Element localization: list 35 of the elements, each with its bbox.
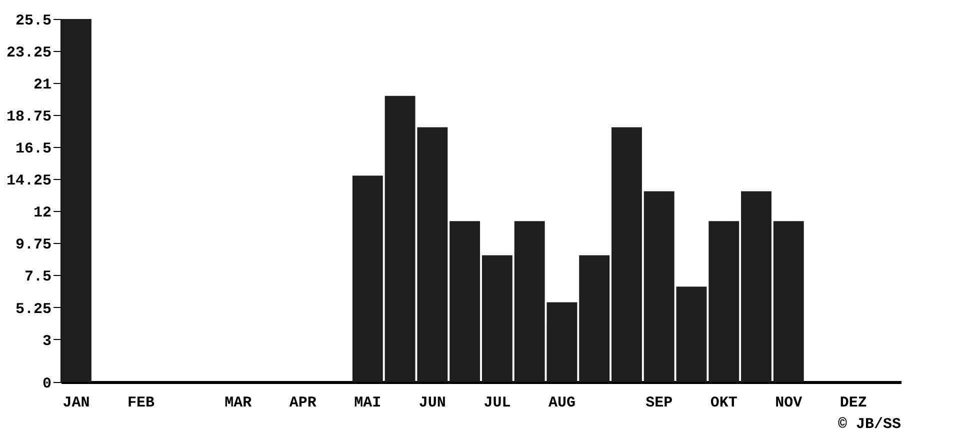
- x-tick-label: DEZ: [840, 394, 867, 412]
- x-tick-label: JUL: [484, 394, 511, 412]
- bar: [612, 127, 642, 382]
- y-tick-label: 7.5: [24, 268, 52, 286]
- bar: [773, 221, 804, 382]
- y-tick-label: 16.5: [15, 140, 52, 158]
- y-tick-label: 12: [33, 204, 52, 222]
- x-tick-label: NOV: [775, 394, 802, 412]
- x-tick-label: OKT: [710, 394, 738, 412]
- x-tick-label: MAR: [224, 394, 252, 412]
- x-tick-label: JAN: [62, 394, 90, 412]
- bar: [708, 221, 740, 382]
- y-tick-label: 0: [42, 376, 52, 392]
- bar: [450, 221, 480, 382]
- bar: [579, 255, 610, 382]
- y-tick-label: 21: [33, 76, 52, 94]
- y-tick-label: 23.25: [6, 44, 52, 62]
- x-tick-label: JUN: [418, 394, 446, 412]
- x-tick-label: SEP: [646, 394, 673, 412]
- x-tick-label: MAI: [354, 394, 382, 412]
- bar: [741, 191, 772, 382]
- y-tick-label: 5.25: [15, 300, 52, 318]
- bar: [482, 255, 512, 382]
- bar: [352, 176, 383, 382]
- y-tick-label: 14.25: [6, 172, 52, 190]
- y-tick-label: 18.75: [6, 108, 52, 126]
- x-tick-label: FEB: [127, 394, 154, 412]
- x-tick-label: APR: [289, 394, 316, 412]
- y-tick-label: 3: [42, 332, 52, 350]
- bar: [676, 286, 707, 382]
- bar: [644, 191, 674, 382]
- x-tick-label: AUG: [548, 394, 576, 412]
- y-tick-label: 9.75: [15, 236, 52, 254]
- y-tick-label: 25.5: [15, 12, 52, 30]
- text: © JB/SS: [838, 416, 901, 433]
